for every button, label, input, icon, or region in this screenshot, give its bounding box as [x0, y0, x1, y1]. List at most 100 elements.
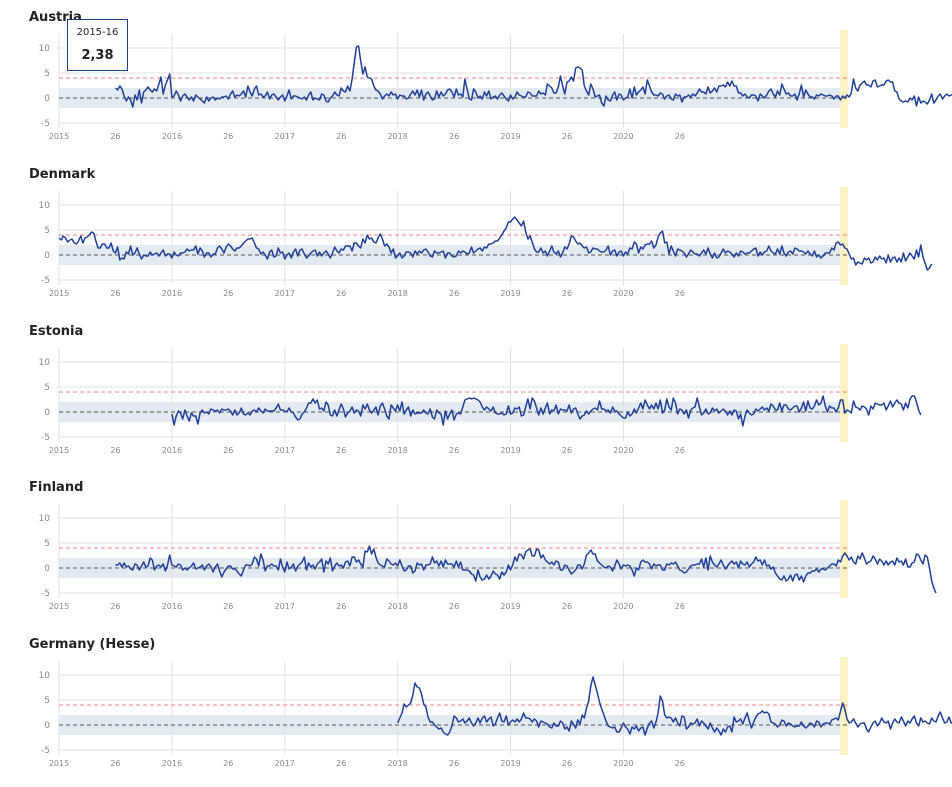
z-score-series — [396, 676, 952, 736]
x-tick-label: 2019 — [500, 132, 520, 141]
x-tick-label: 26 — [562, 289, 572, 298]
x-tick-label: 26 — [223, 132, 233, 141]
x-tick-label: 2018 — [387, 759, 407, 768]
x-tick-label: 26 — [449, 132, 459, 141]
country-panel: Germany (Hesse) 10 5 0 -5 2015 26 2016 26 2017 26 2… — [0, 637, 952, 787]
y-tick-label: 10 — [39, 358, 51, 368]
x-tick-label: 26 — [336, 602, 346, 611]
country-panel: Finland 10 5 0 -5 2015 26 2016 26 2017 26 2018 26 201… — [0, 480, 952, 630]
current-week-highlight — [840, 500, 848, 598]
y-tick-label: -5 — [41, 433, 50, 443]
y-tick-label: -5 — [41, 589, 50, 599]
x-tick-label: 26 — [336, 446, 346, 455]
x-tick-label: 26 — [110, 602, 120, 611]
x-tick-label: 2017 — [275, 132, 295, 141]
x-tick-label: 26 — [449, 446, 459, 455]
x-tick-label: 26 — [449, 289, 459, 298]
x-tick-label: 26 — [675, 446, 685, 455]
x-tick-label: 2017 — [275, 446, 295, 455]
z-score-series — [114, 45, 952, 108]
country-title: Germany (Hesse) — [29, 637, 156, 652]
x-tick-label: 26 — [675, 289, 685, 298]
line-chart[interactable]: 10 5 0 -5 2015 26 2016 26 2017 26 2018 26 2019 26 2020… — [0, 10, 952, 150]
y-tick-label: 0 — [44, 564, 50, 574]
tooltip: 2015-16 2,38 — [67, 19, 128, 71]
x-tick-label: 2018 — [387, 602, 407, 611]
x-tick-label: 26 — [675, 602, 685, 611]
y-tick-label: 0 — [44, 94, 50, 104]
y-tick-label: 5 — [44, 539, 50, 549]
y-tick-label: 5 — [44, 69, 50, 79]
x-tick-label: 26 — [449, 759, 459, 768]
tooltip-value: 2,38 — [81, 48, 114, 63]
x-tick-label: 26 — [110, 289, 120, 298]
y-tick-label: 10 — [39, 671, 51, 681]
x-tick-label: 2019 — [500, 602, 520, 611]
x-tick-label: 2020 — [613, 759, 633, 768]
z-score-series — [58, 216, 933, 271]
current-week-highlight — [840, 187, 848, 285]
x-tick-label: 26 — [675, 759, 685, 768]
x-tick-label: 2015 — [49, 132, 69, 141]
y-tick-label: 0 — [44, 721, 50, 731]
x-tick-label: 26 — [562, 132, 572, 141]
y-tick-label: 0 — [44, 408, 50, 418]
z-score-series — [171, 395, 922, 427]
line-chart[interactable]: 10 5 0 -5 2015 26 2016 26 2017 26 2018 26 2019 26 2020… — [0, 167, 952, 307]
y-tick-label: -5 — [41, 276, 50, 286]
x-tick-label: 2019 — [500, 446, 520, 455]
y-tick-label: 10 — [39, 44, 51, 54]
x-tick-label: 2018 — [387, 446, 407, 455]
x-tick-label: 2020 — [613, 132, 633, 141]
x-tick-label: 26 — [336, 132, 346, 141]
x-tick-label: 26 — [562, 759, 572, 768]
current-week-highlight — [840, 30, 848, 128]
x-tick-label: 26 — [223, 289, 233, 298]
x-tick-label: 26 — [110, 446, 120, 455]
x-tick-label: 2017 — [275, 602, 295, 611]
y-tick-label: 5 — [44, 696, 50, 706]
x-tick-label: 2016 — [162, 132, 182, 141]
x-tick-label: 26 — [223, 602, 233, 611]
line-chart[interactable]: 10 5 0 -5 2015 26 2016 26 2017 26 2018 26 2019 26 2020… — [0, 324, 952, 464]
country-panel: Austria 10 5 0 -5 2015 26 2016 26 2017 26 2018 26 201… — [0, 10, 952, 160]
x-tick-label: 2016 — [162, 446, 182, 455]
x-tick-label: 2017 — [275, 759, 295, 768]
x-tick-label: 26 — [223, 446, 233, 455]
x-tick-label: 2020 — [613, 289, 633, 298]
country-panel: Estonia 10 5 0 -5 2015 26 2016 26 2017 26 2018 26 201… — [0, 324, 952, 474]
x-tick-label: 2017 — [275, 289, 295, 298]
y-tick-label: -5 — [41, 746, 50, 756]
y-tick-label: -5 — [41, 119, 50, 129]
y-tick-label: 5 — [44, 226, 50, 236]
x-tick-label: 2015 — [49, 602, 69, 611]
x-tick-label: 26 — [336, 289, 346, 298]
line-chart[interactable]: 10 5 0 -5 2015 26 2016 26 2017 26 2018 26 2019 26 2020… — [0, 637, 952, 777]
x-tick-label: 2015 — [49, 446, 69, 455]
x-tick-label: 26 — [449, 602, 459, 611]
x-tick-label: 26 — [110, 759, 120, 768]
country-title: Denmark — [29, 167, 96, 182]
tooltip-week-label: 2015-16 — [76, 27, 119, 38]
x-tick-label: 2020 — [613, 602, 633, 611]
z-score-series — [115, 545, 937, 594]
x-tick-label: 2019 — [500, 759, 520, 768]
x-tick-label: 26 — [562, 602, 572, 611]
x-tick-label: 26 — [223, 759, 233, 768]
x-tick-label: 2016 — [162, 289, 182, 298]
country-panel: Denmark 10 5 0 -5 2015 26 2016 26 2017 26 2018 26 201… — [0, 167, 952, 317]
x-tick-label: 26 — [675, 132, 685, 141]
x-tick-label: 2016 — [162, 602, 182, 611]
x-tick-label: 2020 — [613, 446, 633, 455]
country-title: Finland — [29, 480, 84, 495]
y-tick-label: 10 — [39, 514, 51, 524]
current-week-highlight — [840, 344, 848, 442]
x-tick-label: 2015 — [49, 759, 69, 768]
y-tick-label: 10 — [39, 201, 51, 211]
x-tick-label: 2018 — [387, 132, 407, 141]
line-chart[interactable]: 10 5 0 -5 2015 26 2016 26 2017 26 2018 26 2019 26 2020… — [0, 480, 952, 620]
country-title: Estonia — [29, 324, 84, 339]
y-tick-label: 5 — [44, 383, 50, 393]
x-tick-label: 26 — [110, 132, 120, 141]
x-tick-label: 2018 — [387, 289, 407, 298]
